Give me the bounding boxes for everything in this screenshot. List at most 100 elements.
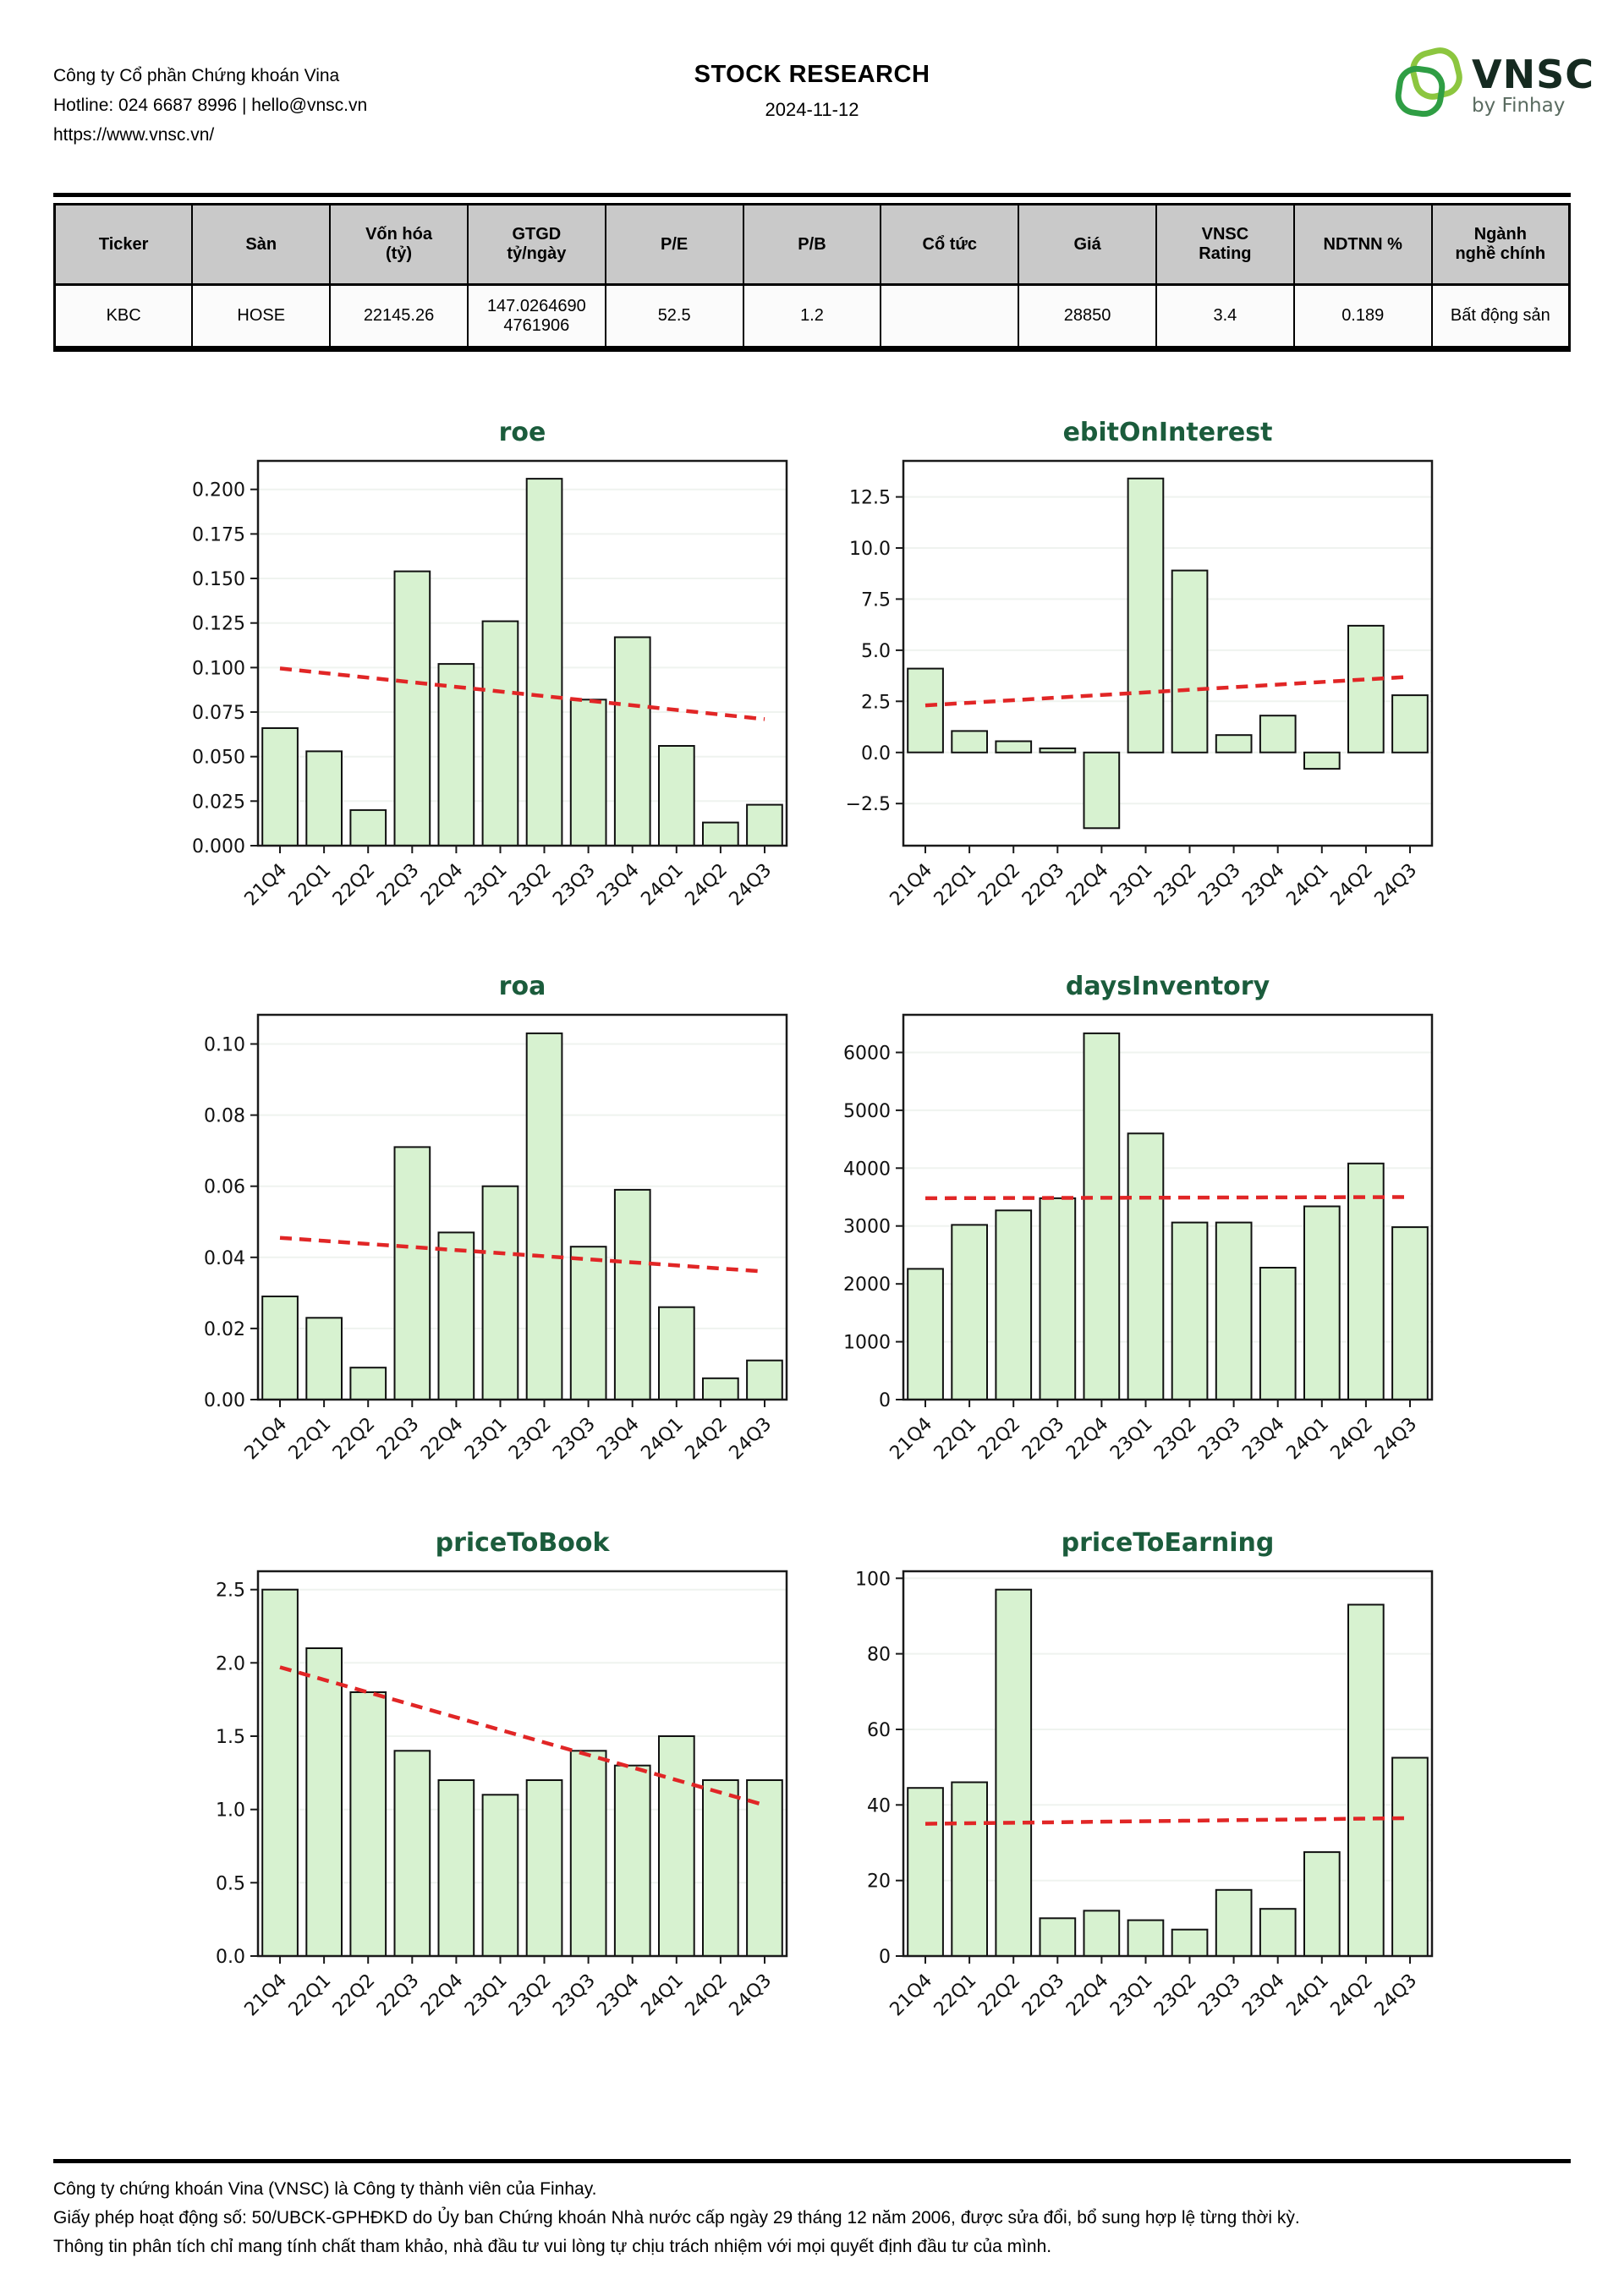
svg-text:0.0: 0.0 — [216, 1947, 245, 1968]
svg-text:22Q3: 22Q3 — [373, 1414, 424, 1465]
col-header-nganh: Ngành nghề chính — [1430, 203, 1571, 286]
chart-price-to-earning: priceToEarning 0 20 40 60 80 100 21Q4 22Q1 22Q2 22… — [768, 1522, 1445, 2076]
svg-text:24Q1: 24Q1 — [637, 1970, 688, 2021]
svg-text:0.10: 0.10 — [204, 1035, 245, 1056]
svg-text:0.050: 0.050 — [192, 748, 245, 769]
svg-text:22Q2: 22Q2 — [974, 1414, 1025, 1465]
svg-text:0.175: 0.175 — [192, 524, 245, 545]
svg-text:4000: 4000 — [843, 1159, 891, 1180]
chart-canvas: ebitOnInterest −2.5 0.0 2.5 5.0 7.5 10.0 12.5 21… — [846, 418, 1434, 911]
svg-text:23Q1: 23Q1 — [461, 1414, 512, 1465]
svg-text:0.06: 0.06 — [204, 1177, 245, 1198]
svg-text:roa: roa — [499, 972, 546, 1001]
svg-text:22Q2: 22Q2 — [329, 1414, 380, 1465]
svg-text:0.04: 0.04 — [204, 1248, 245, 1269]
chart-days-inventory: daysInventory 0 1000 2000 3000 4000 5000 6000 21… — [768, 966, 1445, 1520]
svg-text:0.00: 0.00 — [204, 1390, 245, 1411]
svg-text:22Q3: 22Q3 — [1018, 860, 1069, 911]
divider-below-table — [53, 348, 1571, 352]
svg-text:24Q3: 24Q3 — [1371, 860, 1422, 911]
cell-nganh: Bất động sản — [1430, 283, 1571, 348]
logo-text-block: VNSC by Finhay — [1472, 55, 1594, 117]
chart-ebit-on-interest: ebitOnInterest −2.5 0.0 2.5 5.0 7.5 10.0 12.5 21… — [768, 412, 1445, 966]
svg-text:22Q4: 22Q4 — [417, 1970, 468, 2021]
chart-roa: roa 0.00 0.02 0.04 0.06 0.08 0.10 21Q4 22Q1 22Q2 2… — [123, 966, 799, 1520]
svg-text:22Q4: 22Q4 — [1062, 1970, 1113, 2021]
svg-text:22Q2: 22Q2 — [974, 860, 1025, 911]
page-title: STOCK RESEARCH — [694, 61, 930, 88]
svg-text:22Q3: 22Q3 — [1018, 1970, 1069, 2021]
svg-text:23Q3: 23Q3 — [549, 860, 600, 911]
svg-text:24Q2: 24Q2 — [682, 1970, 732, 2021]
svg-text:23Q4: 23Q4 — [1238, 860, 1289, 911]
chart-roe: roe 0.000 0.025 0.050 0.075 0.100 0.125 0.150 0.… — [123, 412, 799, 966]
svg-text:22Q4: 22Q4 — [1062, 1414, 1113, 1465]
svg-text:1000: 1000 — [843, 1333, 891, 1354]
svg-text:21Q4: 21Q4 — [886, 1414, 937, 1465]
svg-text:5.0: 5.0 — [861, 641, 891, 662]
svg-text:23Q3: 23Q3 — [549, 1414, 600, 1465]
svg-text:2000: 2000 — [843, 1274, 891, 1296]
svg-text:21Q4: 21Q4 — [241, 860, 292, 911]
svg-text:22Q4: 22Q4 — [417, 1414, 468, 1465]
svg-text:0.125: 0.125 — [192, 614, 245, 635]
svg-text:0.100: 0.100 — [192, 658, 245, 679]
svg-text:23Q1: 23Q1 — [1106, 860, 1157, 911]
svg-text:24Q2: 24Q2 — [682, 860, 732, 911]
report-date: 2024-11-12 — [765, 99, 859, 120]
cell-ticker: KBC — [53, 283, 194, 348]
svg-text:22Q1: 22Q1 — [930, 1414, 981, 1465]
svg-text:23Q2: 23Q2 — [1150, 860, 1201, 911]
svg-text:priceToEarning: priceToEarning — [1062, 1528, 1275, 1558]
svg-text:23Q3: 23Q3 — [549, 1970, 600, 2021]
svg-text:22Q4: 22Q4 — [417, 860, 468, 911]
company-name: Công ty Cổ phần Chứng khoán Vina — [53, 66, 340, 85]
col-header-gtgd: GTGD tỷ/ngày — [466, 203, 606, 286]
svg-text:23Q2: 23Q2 — [1150, 1970, 1201, 2021]
svg-text:0: 0 — [879, 1390, 891, 1411]
chart-canvas: priceToBook0.00.51.01.52.02.521Q422Q122Q… — [216, 1528, 788, 2021]
svg-text:22Q2: 22Q2 — [329, 860, 380, 911]
svg-text:22Q2: 22Q2 — [329, 1970, 380, 2021]
cell-von-hoa: 22145.26 — [329, 283, 469, 348]
svg-text:100: 100 — [855, 1569, 891, 1590]
legal-footer: Công ty chứng khoán Vina (VNSC) là Công … — [53, 2175, 1300, 2261]
svg-text:0.02: 0.02 — [204, 1319, 245, 1340]
cell-vnsc-rating: 3.4 — [1155, 283, 1295, 348]
svg-text:daysInventory: daysInventory — [1066, 972, 1270, 1001]
svg-text:20: 20 — [867, 1871, 891, 1893]
col-header-ticker: Ticker — [53, 203, 194, 286]
svg-text:22Q1: 22Q1 — [285, 1970, 336, 2021]
svg-text:0.000: 0.000 — [192, 836, 245, 858]
svg-text:0.5: 0.5 — [216, 1873, 245, 1894]
company-info-block: Công ty Cổ phần Chứng khoán Vina Hotline… — [53, 61, 367, 150]
col-header-co-tuc: Cổ tức — [880, 203, 1020, 286]
cell-gia: 28850 — [1018, 283, 1157, 348]
svg-text:80: 80 — [867, 1645, 891, 1666]
company-website: https://www.vnsc.vn/ — [53, 125, 215, 145]
svg-text:5000: 5000 — [843, 1101, 891, 1122]
cell-san: HOSE — [191, 283, 332, 348]
col-header-san: Sàn — [191, 203, 332, 286]
col-header-ndtnn: NDTNN % — [1292, 203, 1433, 286]
svg-text:23Q2: 23Q2 — [505, 1970, 556, 2021]
svg-text:24Q2: 24Q2 — [1327, 1970, 1378, 2021]
divider-above-table — [53, 193, 1571, 197]
svg-text:3000: 3000 — [843, 1217, 891, 1238]
col-header-pe: P/E — [604, 203, 744, 286]
cell-gtgd: 147.02646904761906 — [466, 283, 606, 348]
svg-text:0.025: 0.025 — [192, 792, 245, 813]
svg-text:21Q4: 21Q4 — [886, 1970, 937, 2021]
svg-text:23Q4: 23Q4 — [593, 1414, 644, 1465]
svg-text:23Q1: 23Q1 — [1106, 1970, 1157, 2021]
svg-text:0: 0 — [879, 1947, 891, 1968]
svg-text:23Q1: 23Q1 — [1106, 1414, 1157, 1465]
vnsc-logo: VNSC by Finhay — [1394, 47, 1594, 125]
svg-text:21Q4: 21Q4 — [241, 1414, 292, 1465]
svg-text:12.5: 12.5 — [849, 488, 891, 509]
svg-text:22Q1: 22Q1 — [930, 860, 981, 911]
svg-text:23Q2: 23Q2 — [505, 1414, 556, 1465]
svg-text:22Q3: 22Q3 — [373, 1970, 424, 2021]
svg-text:23Q1: 23Q1 — [461, 860, 512, 911]
